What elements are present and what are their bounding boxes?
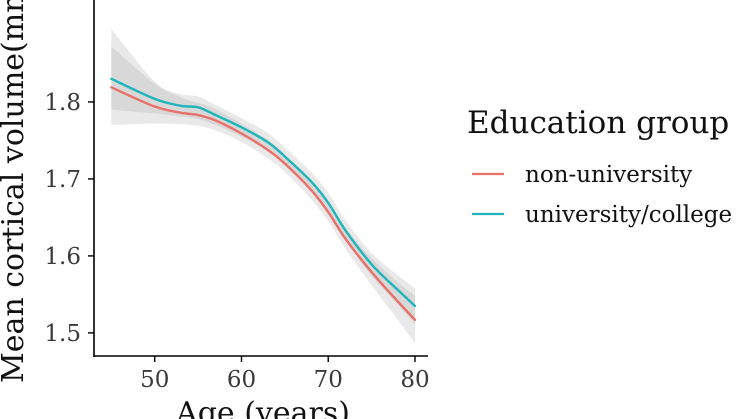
ribbons-layer [111,28,415,343]
x-axis-title: Age (years) [175,396,350,419]
legend-title: Education group [467,105,729,141]
y-tick-label: 1.5 [44,321,81,347]
x-ticks: 50 60 70 80 [140,356,430,393]
series-line-non-university [110,86,417,322]
y-axis-title: Mean cortical volume(mm [0,0,31,383]
legend-label-university-college: university/college [525,202,732,228]
series-line-university-college [110,77,417,308]
x-tick-label: 80 [400,367,429,393]
y-tick-label: 1.8 [44,90,81,116]
confidence-ribbon-non-university [111,28,415,343]
legend-label-non-university: non-university [525,162,692,188]
y-tick-label: 1.7 [44,167,81,193]
y-tick-label: 1.6 [44,244,81,270]
lines-layer [110,77,417,322]
x-tick-label: 70 [314,367,343,393]
x-tick-label: 50 [140,367,169,393]
legend: Education group non-university universit… [467,105,732,228]
y-ticks: 1.5 1.6 1.7 1.8 [44,90,94,347]
x-tick-label: 60 [227,367,256,393]
confidence-ribbon-university-college [111,46,415,324]
